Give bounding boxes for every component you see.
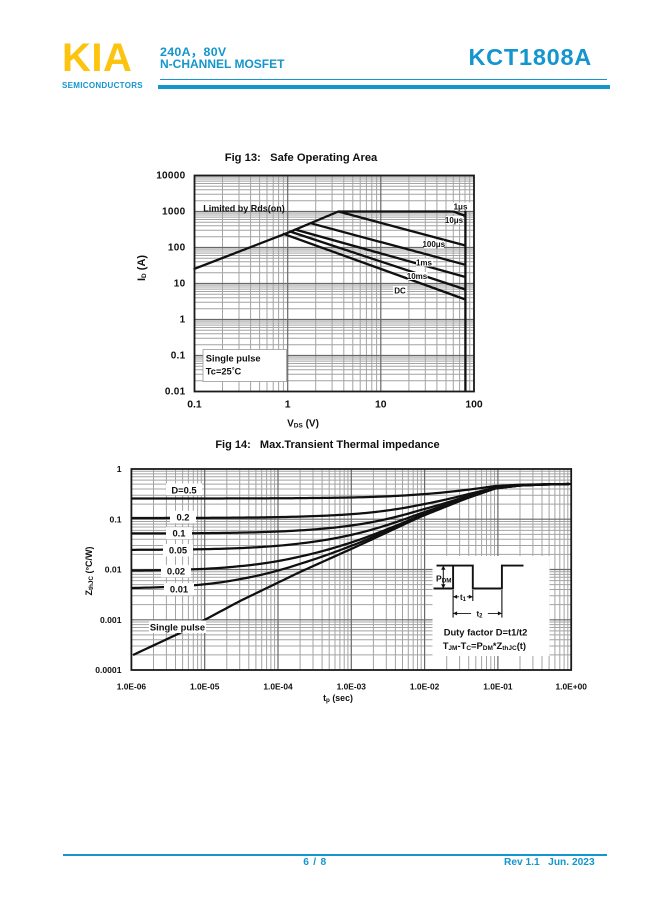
- svg-text:1.0E-06: 1.0E-06: [117, 682, 147, 692]
- svg-text:1.0E-04: 1.0E-04: [263, 682, 293, 692]
- svg-text:1μs: 1μs: [454, 202, 468, 211]
- svg-text:1.0E-02: 1.0E-02: [410, 682, 440, 692]
- svg-text:t2: t2: [476, 609, 483, 619]
- svg-text:0.001: 0.001: [100, 615, 122, 625]
- svg-text:0.1: 0.1: [172, 528, 185, 539]
- svg-text:1000: 1000: [162, 207, 186, 218]
- svg-text:Single pulse: Single pulse: [206, 353, 261, 363]
- svg-text:1: 1: [180, 315, 186, 326]
- svg-text:1: 1: [117, 464, 122, 474]
- svg-text:t1: t1: [460, 593, 467, 603]
- svg-text:10μs: 10μs: [445, 216, 464, 225]
- svg-text:Fig 13: Safe Operating Area: Fig 13: Safe Operating Area: [225, 152, 378, 164]
- svg-text:0.01: 0.01: [165, 387, 186, 398]
- svg-text:Single pulse: Single pulse: [150, 621, 205, 632]
- svg-text:0.2: 0.2: [176, 512, 189, 523]
- svg-text:100: 100: [465, 400, 483, 411]
- svg-text:0.01: 0.01: [105, 565, 122, 575]
- svg-text:10: 10: [375, 400, 387, 411]
- svg-text:tp (sec): tp (sec): [323, 693, 353, 704]
- svg-text:0.1: 0.1: [110, 515, 122, 525]
- svg-text:1ms: 1ms: [416, 258, 433, 267]
- svg-text:Tc=25°C: Tc=25°C: [206, 366, 242, 376]
- svg-text:1.0E-05: 1.0E-05: [190, 682, 220, 692]
- svg-text:0.01: 0.01: [170, 583, 188, 594]
- svg-text:1.0E-03: 1.0E-03: [337, 682, 367, 692]
- svg-text:D=0.5: D=0.5: [171, 485, 196, 496]
- svg-text:0.0001: 0.0001: [95, 665, 122, 675]
- svg-text:VDS (V): VDS (V): [287, 419, 319, 430]
- svg-text:100: 100: [168, 243, 186, 254]
- svg-text:Limited by Rds(on): Limited by Rds(on): [203, 203, 284, 213]
- svg-text:1.0E+00: 1.0E+00: [555, 682, 587, 692]
- svg-text:10: 10: [174, 279, 186, 290]
- svg-text:0.05: 0.05: [169, 545, 187, 556]
- svg-text:100μs: 100μs: [422, 240, 445, 249]
- svg-text:ID (A): ID (A): [136, 255, 148, 281]
- svg-text:1.0E-01: 1.0E-01: [483, 682, 513, 692]
- svg-text:ZthJC (°C/W): ZthJC (°C/W): [84, 546, 95, 595]
- svg-text:1: 1: [285, 400, 291, 411]
- svg-text:Duty factor D=t1/t2: Duty factor D=t1/t2: [444, 626, 528, 637]
- svg-text:10000: 10000: [156, 171, 185, 182]
- svg-text:Fig 14: Max.Transient Therma: Fig 14: Max.Transient Thermal impedance: [215, 439, 439, 451]
- svg-text:0.02: 0.02: [167, 565, 185, 576]
- svg-text:0.1: 0.1: [187, 400, 202, 411]
- svg-text:DC: DC: [394, 286, 406, 295]
- svg-text:10ms: 10ms: [407, 272, 428, 281]
- svg-text:PDM: PDM: [436, 574, 452, 585]
- svg-text:0.1: 0.1: [171, 351, 186, 362]
